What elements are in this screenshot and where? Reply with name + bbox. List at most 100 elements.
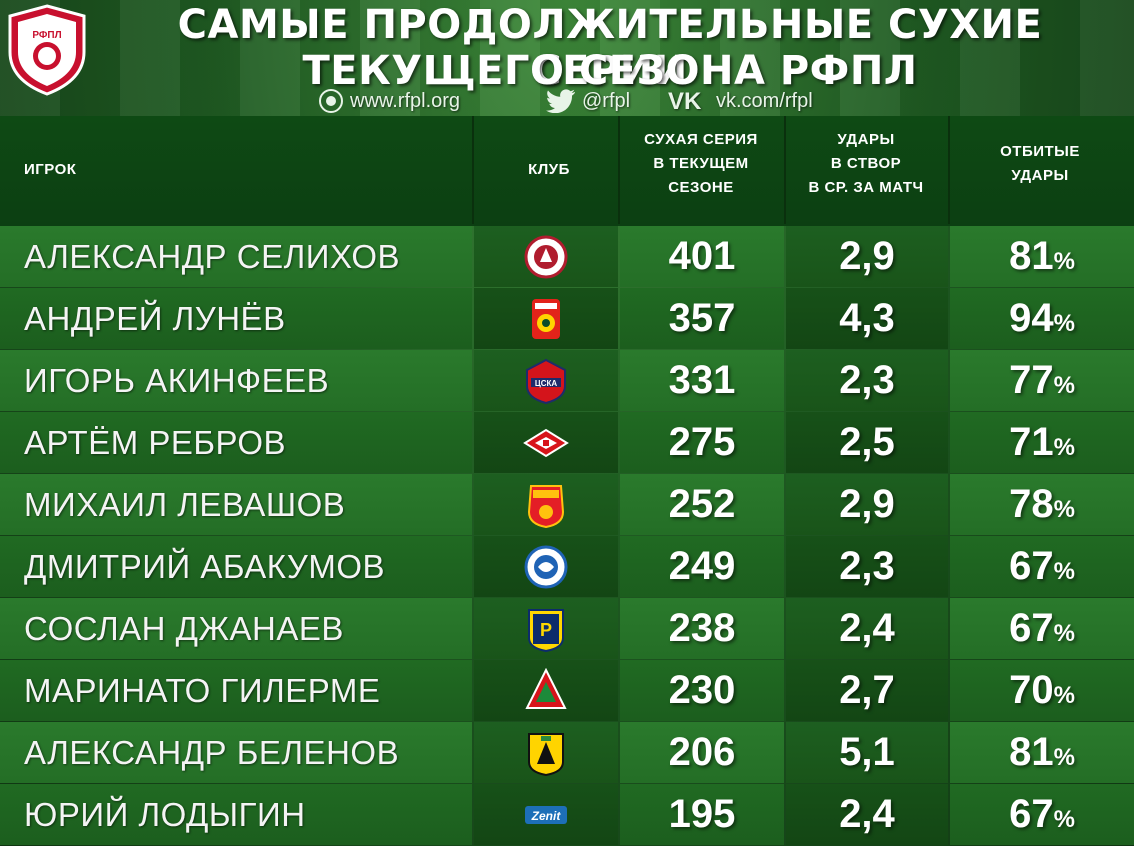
series-value: 230	[668, 668, 736, 712]
saves-number: 77	[1009, 358, 1054, 402]
saves-value: 81%	[1009, 234, 1075, 279]
saves-number: 71	[1009, 420, 1054, 464]
player-cell: АЛЕКСАНДР БЕЛЕНОВ	[0, 722, 472, 783]
arsenal-icon	[527, 484, 565, 528]
column-header-player: ИГРОК	[24, 161, 77, 178]
series-value: 249	[668, 544, 736, 588]
percent-sign: %	[1053, 558, 1075, 585]
column-header-saves: ОТБИТЫЕ УДАРЫ	[950, 140, 1130, 188]
vk-text: vk.com/rfpl	[716, 89, 813, 112]
saves-cell: 81%	[950, 226, 1134, 287]
column-divider	[472, 116, 474, 224]
player-name: МИХАИЛ ЛЕВАШОВ	[24, 485, 346, 523]
column-divider	[618, 116, 620, 224]
saves-cell: 81%	[950, 722, 1134, 783]
column-header-shots-line: УДАРЫ	[837, 131, 895, 148]
column-header-shots-line: В СТВОР	[830, 155, 902, 172]
saves-value: 71%	[1009, 420, 1075, 465]
table-row: ИГОРЬ АКИНФЕЕВ ЦСКА 331 2,3 77%	[0, 350, 1134, 411]
shots-cell: 5,1	[786, 722, 948, 783]
club-cell	[474, 226, 618, 287]
series-value: 331	[668, 358, 736, 402]
player-cell: ЮРИЙ ЛОДЫГИН	[0, 784, 472, 845]
club-cell	[474, 536, 618, 597]
shots-cell: 2,3	[786, 536, 948, 597]
svg-text:Р: Р	[540, 620, 552, 640]
club-cell	[474, 412, 618, 473]
percent-sign: %	[1053, 310, 1075, 337]
twitter-text: @rfpl	[582, 89, 631, 112]
club-cell: Р	[474, 598, 618, 659]
column-divider	[948, 116, 950, 224]
saves-cell: 71%	[950, 412, 1134, 473]
player-cell: МИХАИЛ ЛЕВАШОВ	[0, 474, 472, 535]
player-name: АЛЕКСАНДР СЕЛИХОВ	[24, 237, 401, 275]
saves-number: 70	[1009, 668, 1054, 712]
cska-icon: ЦСКА	[526, 358, 566, 404]
table-row: ЮРИЙ ЛОДЫГИН Zenit 195 2,4 67%	[0, 784, 1134, 845]
shots-value: 2,7	[839, 668, 895, 712]
percent-sign: %	[1053, 372, 1075, 399]
website-link[interactable]: www.rfpl.org	[318, 86, 460, 116]
series-cell: 401	[620, 226, 784, 287]
twitter-link[interactable]: @rfpl	[546, 86, 630, 116]
player-cell: МАРИНАТО ГИЛЕРМЕ	[0, 660, 472, 721]
vk-link[interactable]: VK vk.com/rfpl	[668, 86, 813, 116]
rfpl-emblem-icon	[319, 89, 343, 113]
percent-sign: %	[1053, 434, 1075, 461]
title-line-2: ТЕКУЩЕГО СЕЗОНА РФПЛ	[302, 48, 918, 94]
saves-value: 67%	[1009, 544, 1075, 589]
svg-text:ЦСКА: ЦСКА	[535, 379, 558, 388]
saves-cell: 94%	[950, 288, 1134, 349]
logo-text: РФПЛ	[32, 30, 61, 41]
shots-value: 2,9	[839, 482, 895, 526]
table-row: МАРИНАТО ГИЛЕРМЕ 230 2,7 70%	[0, 660, 1134, 721]
twitter-icon	[546, 89, 575, 113]
player-name: МАРИНАТО ГИЛЕРМЕ	[24, 671, 381, 709]
svg-text:Zenit: Zenit	[531, 809, 562, 823]
shots-value: 2,9	[839, 234, 895, 278]
series-value: 238	[668, 606, 736, 650]
club-cell	[474, 288, 618, 349]
saves-number: 94	[1009, 296, 1054, 340]
club-cell: Zenit	[474, 784, 618, 845]
percent-sign: %	[1053, 496, 1075, 523]
shots-cell: 2,7	[786, 660, 948, 721]
clean-sheets-table: ИГРОК КЛУБ СУХАЯ СЕРИЯ В ТЕКУЩЕМ СЕЗОНЕ …	[0, 116, 1134, 846]
anzhi-icon	[528, 732, 564, 776]
series-cell: 195	[620, 784, 784, 845]
club-cell: ЦСКА	[474, 350, 618, 411]
column-header-shots: УДАРЫ В СТВОР В СР. ЗА МАТЧ	[786, 128, 946, 200]
shots-value: 2,3	[839, 544, 895, 588]
player-name: ДМИТРИЙ АБАКУМОВ	[24, 547, 386, 585]
lokomotiv-icon	[525, 667, 567, 709]
shots-cell: 2,3	[786, 350, 948, 411]
series-value: 252	[668, 482, 736, 526]
series-value: 357	[668, 296, 736, 340]
column-header-series-line: СЕЗОНЕ	[668, 179, 734, 196]
table-row: АЛЕКСАНДР БЕЛЕНОВ 206 5,1 81%	[0, 722, 1134, 783]
saves-value: 67%	[1009, 606, 1075, 651]
spartak-icon	[523, 428, 569, 457]
saves-cell: 67%	[950, 536, 1134, 597]
series-cell: 252	[620, 474, 784, 535]
player-name: АЛЕКСАНДР БЕЛЕНОВ	[24, 733, 400, 771]
percent-sign: %	[1053, 682, 1075, 709]
player-name: ЮРИЙ ЛОДЫГИН	[24, 795, 306, 833]
saves-value: 81%	[1009, 730, 1075, 775]
series-cell: 230	[620, 660, 784, 721]
saves-cell: 67%	[950, 784, 1134, 845]
saves-value: 67%	[1009, 792, 1075, 837]
title-line-1: САМЫЕ ПРОДОЛЖИТЕЛЬНЫЕ СУХИЕ СЕРИИ	[177, 2, 1043, 94]
saves-cell: 67%	[950, 598, 1134, 659]
saves-value: 94%	[1009, 296, 1075, 341]
saves-value: 77%	[1009, 358, 1075, 403]
series-cell: 275	[620, 412, 784, 473]
saves-cell: 77%	[950, 350, 1134, 411]
shots-value: 2,3	[839, 358, 895, 402]
series-value: 195	[668, 792, 736, 836]
series-cell: 238	[620, 598, 784, 659]
series-cell: 357	[620, 288, 784, 349]
saves-number: 81	[1009, 730, 1054, 774]
orenburg-icon	[524, 545, 568, 588]
